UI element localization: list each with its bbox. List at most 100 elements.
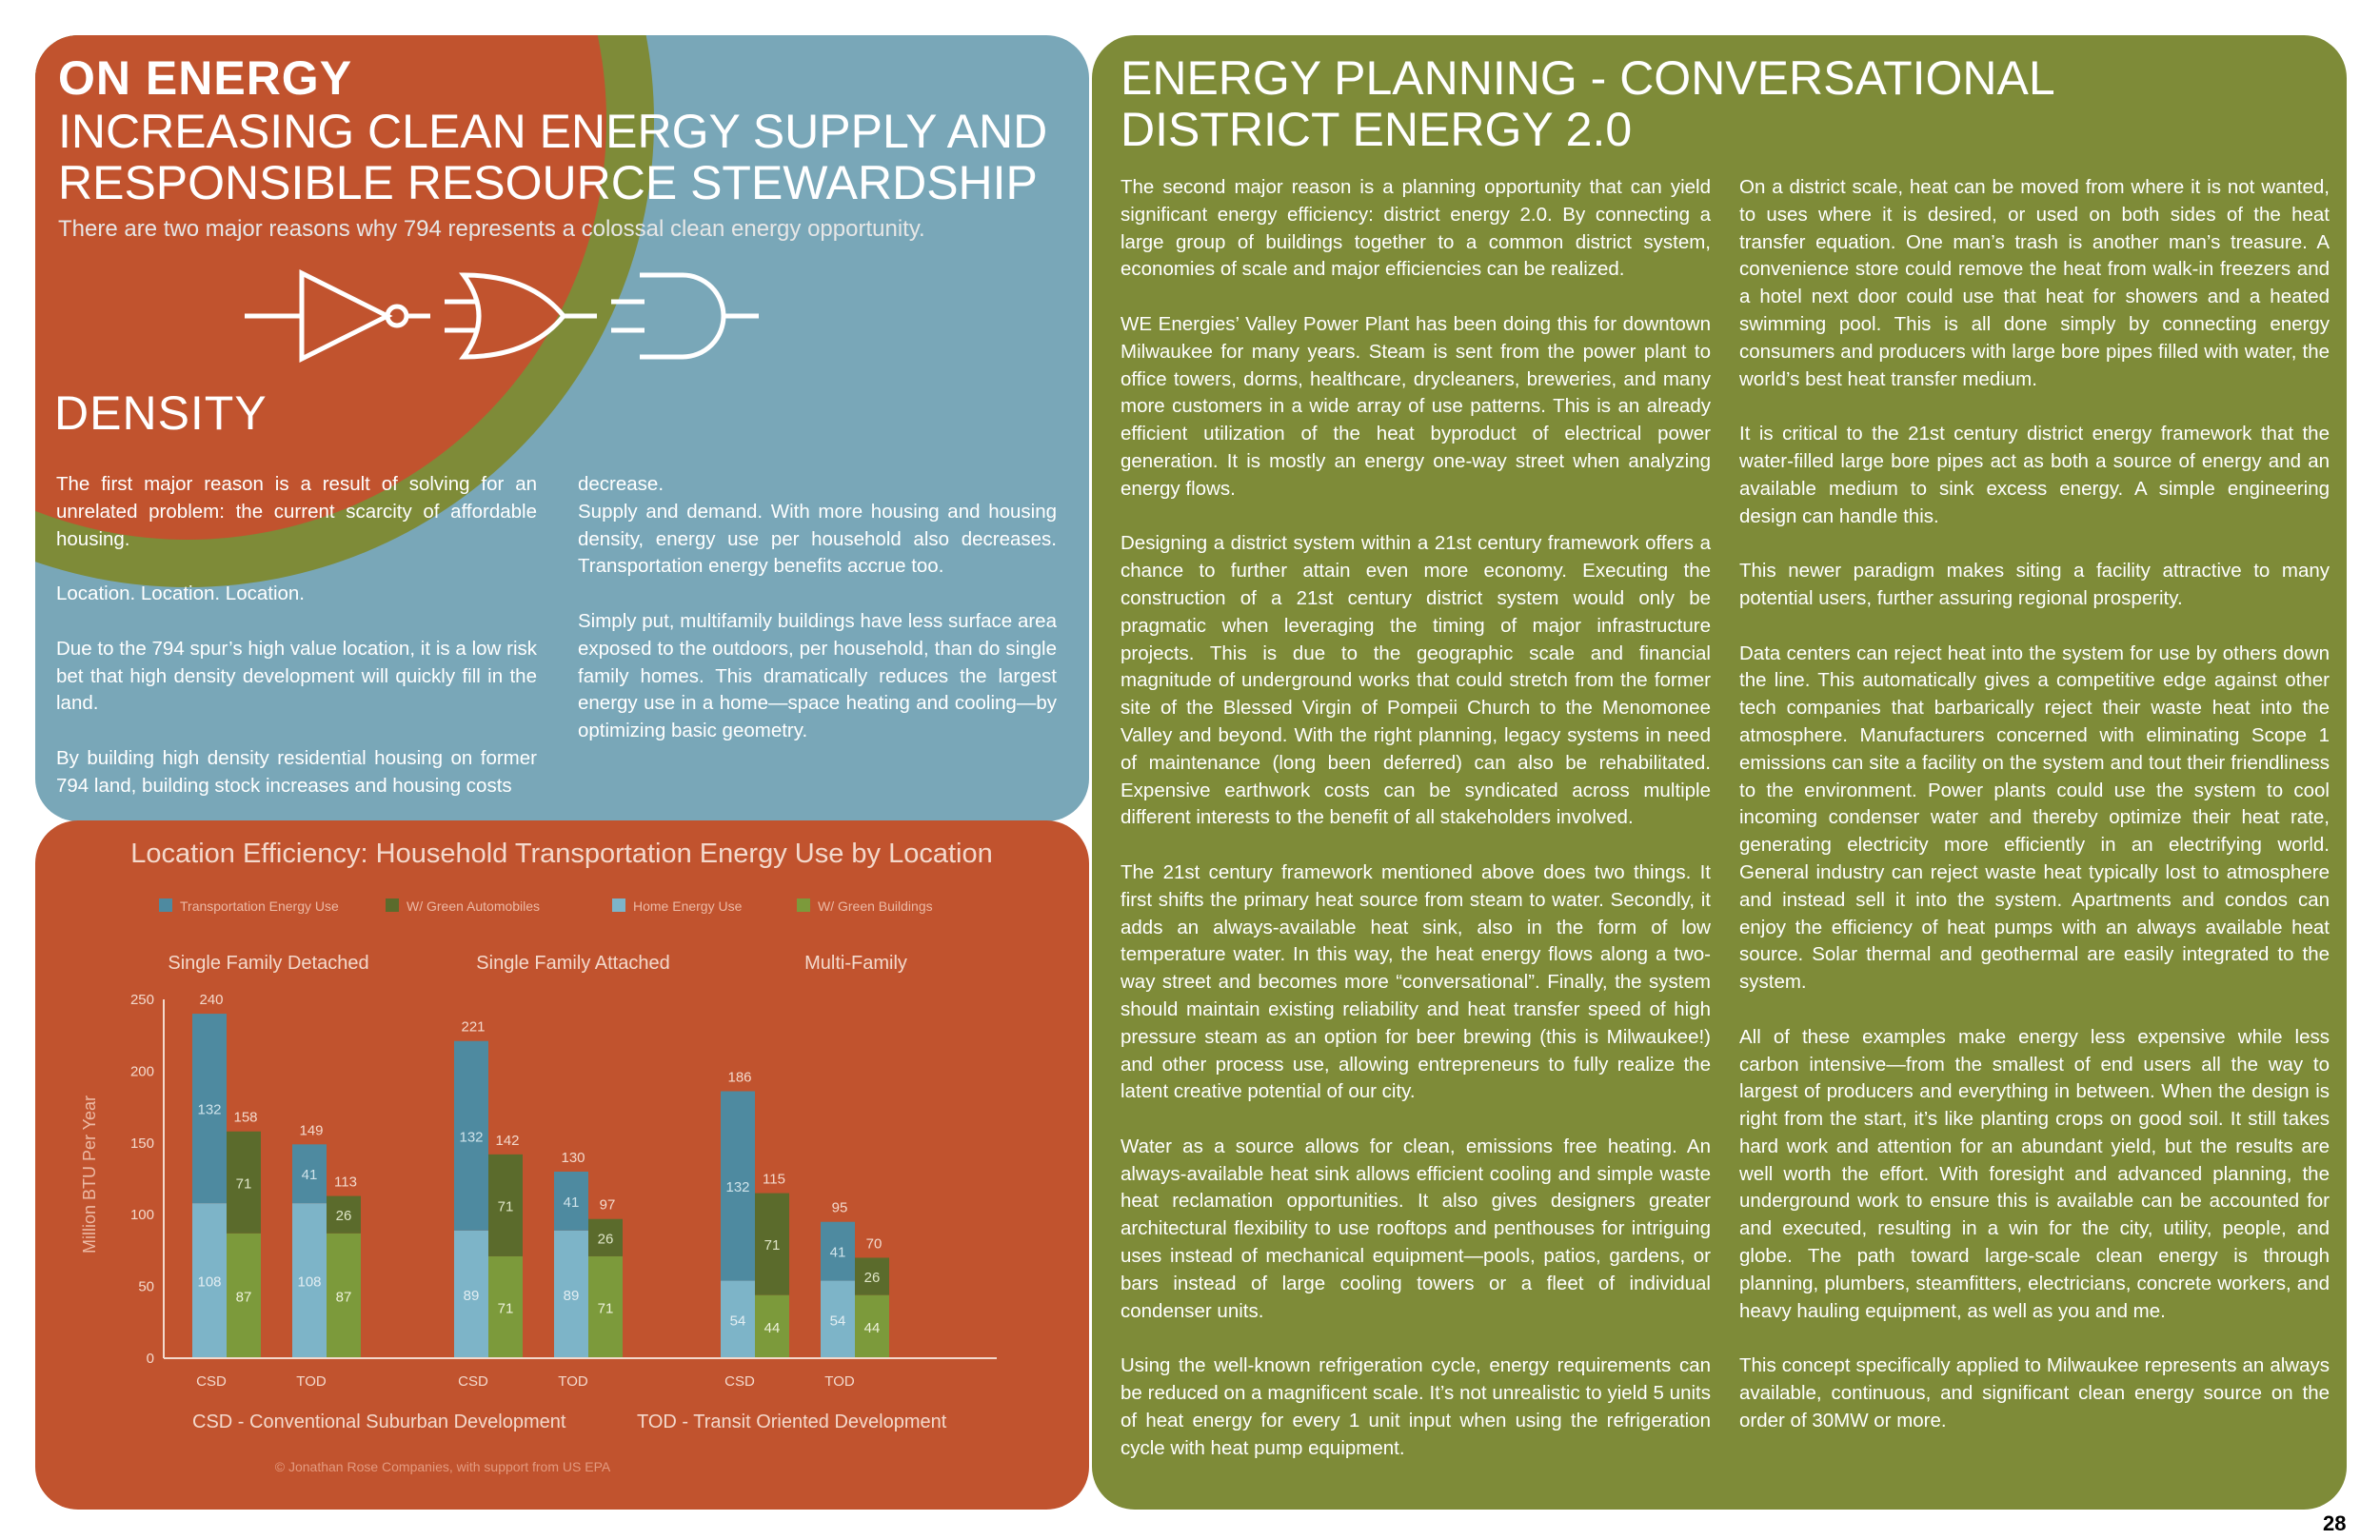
bars: 240 158 132 108 71 87 149 113 41 108 26 87 221 142 132… <box>192 992 889 1358</box>
or-gate-icon <box>445 272 597 360</box>
data-label-home: 89 <box>564 1288 580 1304</box>
legend-swatch-green-auto <box>386 898 399 912</box>
bar-transport-energy <box>192 1014 227 1204</box>
district-energy-col2: On a district scale, heat can be moved f… <box>1739 176 2330 1431</box>
y-tick-label: 200 <box>130 1063 154 1079</box>
and-gate-icon <box>611 272 759 360</box>
bar-green-automobiles <box>327 1195 361 1234</box>
data-label-home: 54 <box>830 1313 846 1329</box>
data-label-total: 240 <box>199 992 223 1008</box>
legend-label: W/ Green Automobiles <box>407 898 540 914</box>
x-tick-label: CSD <box>724 1373 755 1390</box>
data-label-green-auto: 26 <box>598 1231 614 1247</box>
group-label: Single Family Attached <box>476 953 669 974</box>
bar-green-automobiles <box>755 1193 789 1295</box>
x-tick-label: TOD <box>296 1373 327 1390</box>
y-axis-ticks: 250 200 150 100 50 0 <box>130 992 154 1367</box>
background-arcs <box>35 35 654 587</box>
data-label-total: 186 <box>727 1070 751 1086</box>
chart-title: Location Efficiency: Household Transport… <box>130 839 992 869</box>
bar-green-automobiles <box>855 1257 889 1295</box>
data-label-total-green: 70 <box>866 1235 883 1252</box>
legend-label: Home Energy Use <box>633 898 743 914</box>
chart-panel: Location Efficiency: Household Transport… <box>35 820 1089 1510</box>
density-heading: DENSITY <box>54 386 268 440</box>
bar-transport-energy <box>292 1144 327 1204</box>
chart-legend: Transportation Energy Use W/ Green Autom… <box>159 898 933 914</box>
intro-text: There are two major reasons why 794 repr… <box>58 216 925 242</box>
y-tick-label: 250 <box>130 992 154 1008</box>
data-label-home: 54 <box>730 1313 746 1329</box>
data-label-green-buildings: 44 <box>764 1320 781 1336</box>
bar-transport-energy <box>554 1171 588 1231</box>
bar-transport-energy <box>821 1221 855 1281</box>
legend-swatch-home <box>612 898 625 912</box>
x-tick-label: TOD <box>558 1373 588 1390</box>
y-tick-label: 0 <box>147 1351 154 1367</box>
bar-home-energy <box>554 1230 588 1358</box>
bar-green-automobiles <box>588 1218 623 1256</box>
logic-gates-graphic <box>245 268 759 364</box>
x-tick-label: CSD <box>458 1373 488 1390</box>
bar-home-energy <box>454 1230 488 1358</box>
x-axis-ticks: CSD TOD CSD TOD CSD TOD <box>196 1373 855 1390</box>
bar-green-buildings <box>755 1294 789 1358</box>
data-label-transport: 132 <box>725 1179 749 1195</box>
density-text-col1: The first major reason is a result of so… <box>56 473 537 797</box>
footnote-tod: TOD - Transit Oriented Development <box>637 1412 947 1432</box>
y-tick-label: 150 <box>130 1135 154 1152</box>
density-panel: ON ENERGY INCREASING CLEAN ENERGY SUPPLY… <box>35 35 1089 821</box>
bar-green-buildings <box>855 1294 889 1358</box>
chart-credit: © Jonathan Rose Companies, with support … <box>275 1459 611 1474</box>
density-text-col2: decrease. Supply and demand. With more h… <box>578 473 1057 742</box>
page-number: 28 <box>2323 1511 2347 1535</box>
data-label-transport: 132 <box>459 1129 483 1145</box>
data-label-total-green: 142 <box>495 1133 519 1149</box>
data-label-green-auto: 71 <box>236 1175 252 1192</box>
bar-home-energy <box>721 1280 755 1358</box>
data-label-total: 95 <box>832 1200 848 1216</box>
data-label-total-green: 158 <box>233 1110 257 1126</box>
legend-label: W/ Green Buildings <box>818 898 933 914</box>
headline: INCREASING CLEAN ENERGY SUPPLY AND RESPO… <box>58 105 1048 209</box>
energy-bar-chart: Location Efficiency: Household Transport… <box>80 839 997 1474</box>
kicker-title: ON ENERGY <box>58 51 353 105</box>
legend-swatch-transport <box>159 898 172 912</box>
data-label-green-buildings: 87 <box>236 1289 252 1305</box>
data-label-transport: 41 <box>302 1167 318 1183</box>
data-label-total: 149 <box>299 1122 323 1138</box>
data-label-home: 108 <box>297 1274 321 1291</box>
legend-swatch-green-buildings <box>797 898 810 912</box>
group-label: Single Family Detached <box>168 953 368 974</box>
bar-transport-energy <box>454 1040 488 1231</box>
bar-green-buildings <box>588 1255 623 1358</box>
legend-label: Transportation Energy Use <box>180 898 339 914</box>
y-tick-label: 50 <box>138 1279 154 1295</box>
x-tick-label: CSD <box>196 1373 227 1390</box>
bar-green-automobiles <box>227 1131 261 1234</box>
data-label-transport: 41 <box>830 1245 846 1261</box>
data-label-green-auto: 26 <box>336 1208 352 1224</box>
bar-transport-energy <box>721 1091 755 1281</box>
y-tick-label: 100 <box>130 1207 154 1223</box>
data-label-total-green: 113 <box>334 1175 357 1191</box>
district-energy-title: ENERGY PLANNING - CONVERSATIONAL DISTRIC… <box>1121 51 2053 156</box>
data-label-green-auto: 71 <box>764 1237 781 1254</box>
y-axis-label: Million BTU Per Year <box>80 1096 99 1254</box>
district-energy-col1: The second major reason is a planning op… <box>1121 176 1711 1459</box>
data-label-green-auto: 26 <box>864 1270 881 1286</box>
bar-home-energy <box>192 1203 227 1358</box>
bar-home-energy <box>821 1280 855 1358</box>
data-label-total: 221 <box>461 1019 485 1036</box>
data-label-green-buildings: 71 <box>498 1300 514 1316</box>
district-energy-panel: ENERGY PLANNING - CONVERSATIONAL DISTRIC… <box>1092 35 2347 1510</box>
data-label-green-buildings: 71 <box>598 1300 614 1316</box>
data-label-transport: 132 <box>197 1102 221 1118</box>
data-label-green-buildings: 87 <box>336 1289 352 1305</box>
bar-green-buildings <box>327 1233 361 1358</box>
bar-green-buildings <box>488 1255 523 1358</box>
bar-home-energy <box>292 1203 327 1358</box>
bar-green-buildings <box>227 1233 261 1358</box>
bar-green-automobiles <box>488 1154 523 1256</box>
data-label-home: 108 <box>197 1274 221 1291</box>
